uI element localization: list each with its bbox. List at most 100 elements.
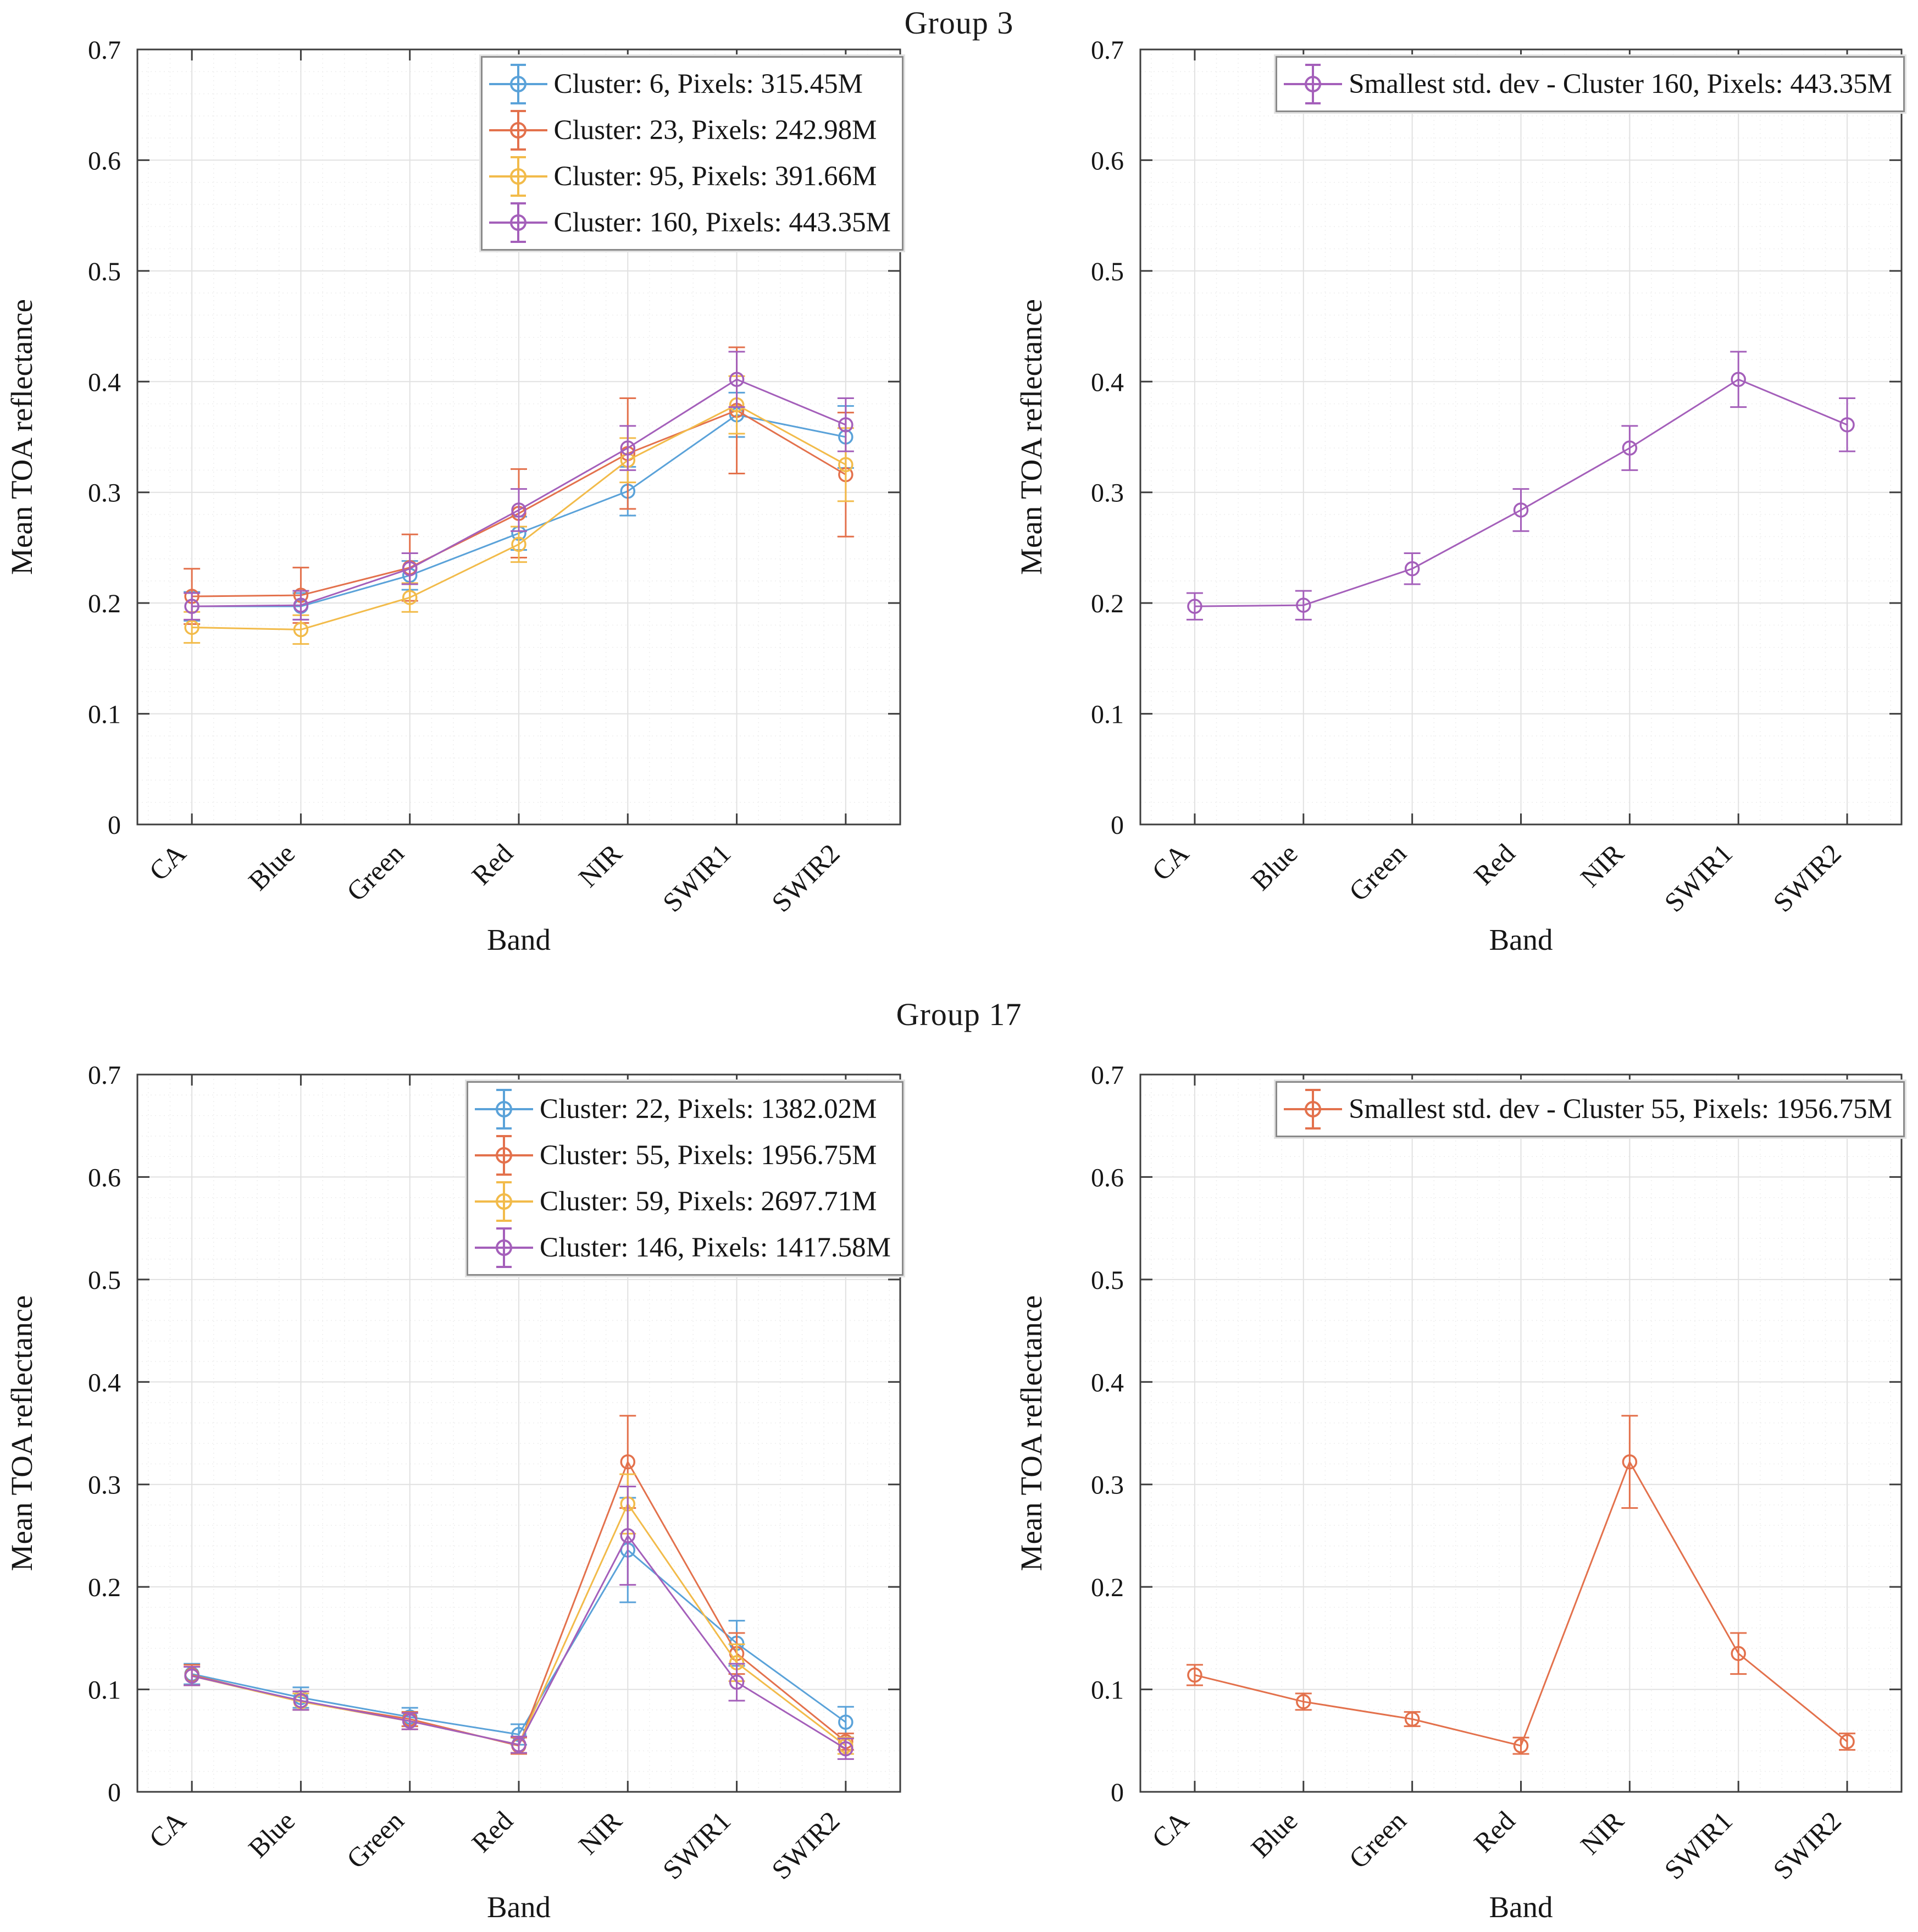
x-tick-label: Green bbox=[341, 1805, 410, 1874]
y-tick-label: 0.2 bbox=[1091, 1573, 1124, 1602]
errorbar-glyph-icon bbox=[1284, 64, 1343, 104]
y-tick-label: 0.7 bbox=[1091, 1061, 1124, 1090]
data-point-marker bbox=[1513, 1738, 1529, 1753]
y-tick-label: 0.3 bbox=[1091, 1471, 1124, 1500]
errorbar-glyph-icon bbox=[475, 1227, 534, 1268]
x-tick-label: Green bbox=[1343, 838, 1412, 907]
y-tick-label: 0.2 bbox=[88, 589, 121, 618]
y-tick-label: 0.3 bbox=[88, 479, 121, 508]
plot-svg: 0 0.1 0.2 0.3 0.4 0.5 0.6 0.7 CA Blue Green Red NIR S… bbox=[5, 36, 901, 956]
y-tick-label: 0.4 bbox=[88, 1368, 121, 1397]
legend-label: Cluster: 59, Pixels: 2697.71M bbox=[540, 1186, 877, 1217]
x-tick-label: Blue bbox=[242, 838, 301, 896]
y-tick-label: 0.6 bbox=[88, 1163, 121, 1192]
data-point-marker bbox=[838, 1741, 853, 1757]
y-tick-label: 0.7 bbox=[88, 1061, 121, 1090]
legend-entry: Smallest std. dev - Cluster 55, Pixels: … bbox=[1283, 1086, 1892, 1132]
x-tick-label: SWIR2 bbox=[1767, 1805, 1847, 1885]
series-3 bbox=[184, 1485, 854, 1760]
data-point-marker bbox=[620, 1528, 636, 1543]
data-point-marker bbox=[511, 502, 526, 518]
y-tick-label: 0.4 bbox=[1091, 368, 1124, 397]
data-point-marker bbox=[620, 440, 636, 456]
legend-label: Cluster: 6, Pixels: 315.45M bbox=[553, 68, 863, 99]
x-tick-label: SWIR1 bbox=[657, 838, 737, 918]
x-axis-label: Band bbox=[487, 923, 551, 956]
x-axis-label: Band bbox=[487, 1890, 551, 1924]
errorbar-glyph-icon bbox=[475, 1089, 534, 1130]
y-tick-label: 0.6 bbox=[88, 146, 121, 175]
y-tick-label: 0.1 bbox=[1091, 700, 1124, 729]
legend: Cluster: 6, Pixels: 315.45M Cluster: 23, … bbox=[480, 56, 903, 251]
y-tick-label: 0.1 bbox=[88, 1676, 121, 1705]
data-point-marker bbox=[729, 372, 745, 387]
y-tick-label: 0.5 bbox=[88, 257, 121, 286]
series-line bbox=[1194, 1460, 1848, 1747]
legend: Cluster: 22, Pixels: 1382.02M Cluster: 55… bbox=[467, 1081, 903, 1276]
data-point-marker bbox=[838, 457, 853, 473]
data-point-marker bbox=[1404, 561, 1420, 577]
data-point-marker bbox=[1513, 502, 1529, 518]
x-axis-label: Band bbox=[1489, 1890, 1553, 1924]
series-0 bbox=[1186, 351, 1856, 621]
x-tick-label: Red bbox=[1468, 838, 1521, 891]
errorbar-glyph-icon bbox=[489, 110, 547, 151]
x-tick-label: SWIR2 bbox=[766, 838, 846, 918]
data-point-marker bbox=[293, 597, 309, 613]
chart-group17-all-clusters: 0 0.1 0.2 0.3 0.4 0.5 0.6 0.7 CA Blue Green Red NIR S… bbox=[0, 989, 989, 1932]
plot-svg: 0 0.1 0.2 0.3 0.4 0.5 0.6 0.7 CA Blue Green Red NIR S… bbox=[1015, 36, 1903, 956]
x-tick-label: SWIR2 bbox=[766, 1805, 846, 1885]
y-tick-label: 0.4 bbox=[1091, 1368, 1124, 1397]
y-tick-label: 0.1 bbox=[1091, 1676, 1124, 1705]
x-tick-label: Blue bbox=[1245, 1805, 1303, 1863]
legend-entry: Cluster: 160, Pixels: 443.35M bbox=[488, 200, 891, 246]
x-tick-label: CA bbox=[143, 1805, 192, 1854]
y-tick-label: 0.5 bbox=[1091, 257, 1124, 286]
y-tick-label: 0.3 bbox=[88, 1471, 121, 1500]
major-gridlines bbox=[1140, 49, 1902, 824]
data-point-marker bbox=[511, 536, 526, 552]
legend-entry: Cluster: 95, Pixels: 391.66M bbox=[488, 153, 891, 200]
y-axis-label: Mean TOA reflectance bbox=[5, 1296, 38, 1571]
data-point-marker bbox=[402, 1713, 418, 1729]
x-tick-label: SWIR1 bbox=[1658, 1805, 1738, 1885]
errorbar-glyph-icon bbox=[489, 156, 547, 197]
errorbar-glyph-icon bbox=[475, 1181, 534, 1222]
y-tick-label: 0.4 bbox=[88, 368, 121, 397]
legend-entry: Cluster: 23, Pixels: 242.98M bbox=[488, 107, 891, 153]
x-tick-label: CA bbox=[143, 838, 192, 887]
y-tick-label: 0 bbox=[108, 1778, 121, 1807]
legend: Smallest std. dev - Cluster 55, Pixels: … bbox=[1276, 1081, 1905, 1137]
chart-group17-smallest-std-dev: 0 0.1 0.2 0.3 0.4 0.5 0.6 0.7 CA Blue Green Red NIR S… bbox=[989, 989, 1918, 1932]
x-tick-label: Blue bbox=[242, 1805, 301, 1863]
y-tick-label: 0.5 bbox=[88, 1266, 121, 1295]
errorbar-glyph-icon bbox=[475, 1135, 534, 1176]
y-tick-label: 0.7 bbox=[88, 36, 121, 65]
legend-label: Cluster: 23, Pixels: 242.98M bbox=[553, 114, 877, 146]
minor-gridlines bbox=[1140, 1075, 1902, 1792]
x-tick-label: Red bbox=[1468, 1805, 1521, 1858]
x-axis-label: Band bbox=[1489, 923, 1553, 956]
y-tick-label: 0.5 bbox=[1091, 1266, 1124, 1295]
data-point-marker bbox=[511, 1737, 526, 1752]
y-tick-label: 0.2 bbox=[1091, 589, 1124, 618]
x-tick-label: SWIR2 bbox=[1767, 838, 1847, 918]
data-point-marker bbox=[838, 417, 853, 433]
data-point-marker bbox=[184, 1668, 199, 1684]
x-tick-label: Green bbox=[1343, 1805, 1412, 1874]
suptitle-group-17: Group 17 bbox=[896, 997, 1022, 1032]
data-point-marker bbox=[293, 622, 309, 638]
data-point-marker bbox=[729, 1674, 745, 1690]
x-tick-labels: CA Blue Green Red NIR SWIR1 SWIR2 bbox=[143, 1805, 845, 1885]
x-tick-label: NIR bbox=[1575, 1805, 1630, 1861]
data-point-marker bbox=[1622, 1454, 1638, 1470]
y-tick-label: 0 bbox=[1111, 811, 1124, 840]
y-tick-label: 0.7 bbox=[1091, 36, 1124, 65]
data-point-marker bbox=[620, 1454, 636, 1470]
x-tick-label: Red bbox=[465, 838, 519, 891]
series-line bbox=[192, 378, 846, 607]
plot-svg: 0 0.1 0.2 0.3 0.4 0.5 0.6 0.7 CA Blue Green Red NIR S… bbox=[1015, 1061, 1903, 1924]
series-3 bbox=[184, 351, 854, 621]
legend: Smallest std. dev - Cluster 160, Pixels:… bbox=[1276, 56, 1905, 112]
